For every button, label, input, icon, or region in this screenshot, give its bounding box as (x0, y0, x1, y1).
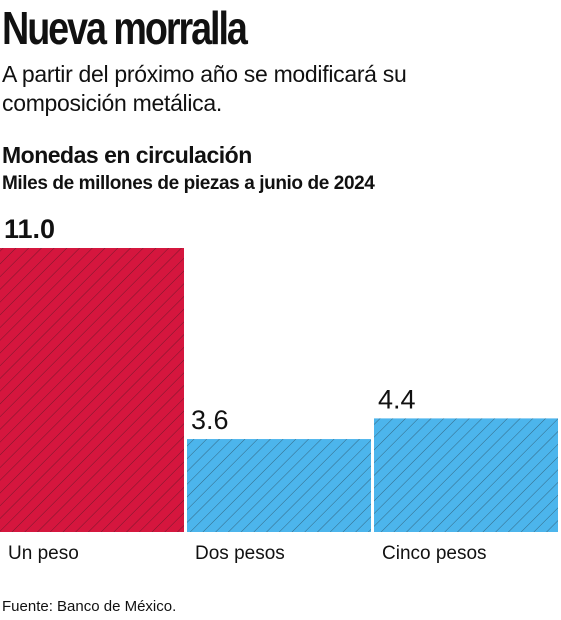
chart-title: Monedas en circulación (2, 142, 252, 168)
value-labels-group: 11.0 3.6 4.4 (4, 214, 416, 435)
chart-subtitle: Miles de millones de piezas a junio de 2… (2, 173, 375, 194)
category-labels-group: Un peso Dos pesos Cinco pesos (8, 543, 487, 564)
headline: Nueva morralla (2, 2, 248, 54)
bar-hatch-un-peso (0, 248, 184, 532)
dek: A partir del próximo año se modificará s… (2, 61, 407, 116)
category-label-dos-pesos: Dos pesos (195, 543, 285, 564)
source-note: Fuente: Banco de México. (2, 598, 177, 615)
category-label-un-peso: Un peso (8, 543, 79, 564)
bar-chart: 11.0 3.6 4.4 Un peso Dos pesos Cinco pesos (0, 214, 558, 564)
bar-hatch-dos-pesos (187, 439, 371, 532)
value-label-dos-pesos: 3.6 (191, 405, 229, 435)
bars-group (0, 248, 558, 532)
category-label-cinco-pesos: Cinco pesos (382, 543, 487, 564)
bar-hatch-cinco-pesos (374, 418, 558, 532)
value-label-cinco-pesos: 4.4 (378, 384, 416, 414)
value-label-un-peso: 11.0 (4, 214, 55, 244)
